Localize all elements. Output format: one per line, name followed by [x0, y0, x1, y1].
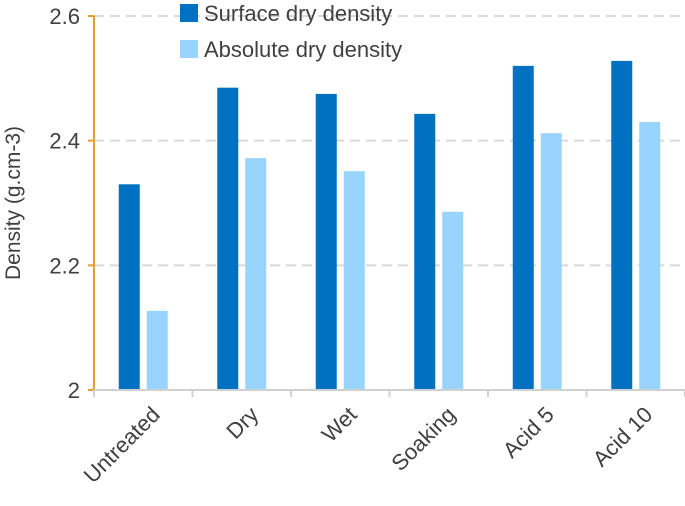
bar-dry-series-2 — [245, 158, 267, 390]
bar-acid-10-series-1 — [611, 60, 633, 390]
bar-acid-5-series-2 — [540, 133, 562, 391]
x-tick-label: Acid 10 — [588, 402, 658, 472]
bar-wet-series-1 — [315, 93, 337, 391]
y-tick-label: 2.6 — [49, 4, 80, 29]
bar-untreated-series-1 — [118, 184, 140, 390]
x-tick-label: Soaking — [386, 402, 460, 476]
bar-dry-series-1 — [217, 87, 239, 390]
legend-swatch-2 — [180, 40, 198, 58]
legend-swatch-1 — [180, 4, 198, 22]
y-tick-label: 2.2 — [49, 253, 80, 278]
legend: Surface dry density Absolute dry density — [180, 1, 402, 62]
bar-acid-5-series-1 — [512, 65, 534, 390]
legend-label-1: Surface dry density — [204, 1, 392, 26]
x-tick-labels: Untreated Dry Wet Soaking Acid 5 Acid 10 — [79, 402, 658, 488]
y-tick-label: 2 — [68, 378, 80, 403]
y-tick-label: 2.4 — [49, 129, 80, 154]
bar-soaking-series-2 — [442, 211, 464, 390]
x-tick-label: Dry — [221, 402, 263, 444]
x-tick-label: Acid 5 — [498, 402, 559, 463]
legend-label-2: Absolute dry density — [204, 37, 402, 62]
x-tick-label: Untreated — [79, 402, 165, 488]
y-axis-title: Density (g.cm-3) — [2, 126, 25, 280]
bar-acid-10-series-2 — [639, 121, 661, 390]
bar-untreated-series-2 — [146, 310, 168, 390]
axes — [88, 15, 685, 397]
bars — [118, 60, 661, 391]
y-tick-labels: 2 2.2 2.4 2.6 — [49, 4, 80, 403]
bar-soaking-series-1 — [414, 113, 436, 390]
bar-wet-series-2 — [343, 171, 365, 390]
x-tick-label: Wet — [317, 402, 362, 447]
